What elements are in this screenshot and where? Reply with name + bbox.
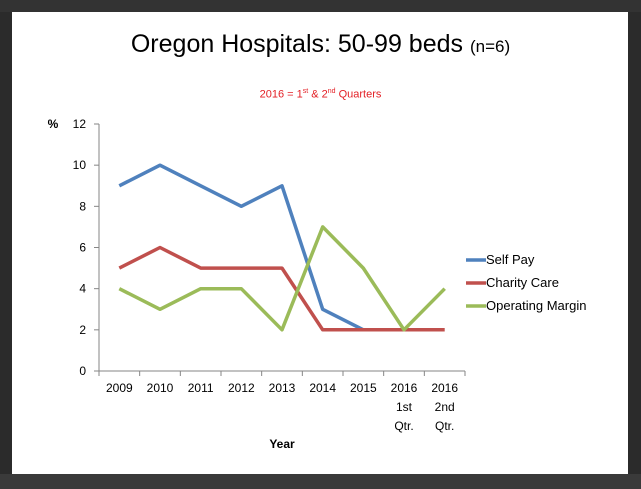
chart-subtitle: 2016 = 1st & 2nd Quarters bbox=[0, 88, 641, 101]
series-line-self-pay bbox=[118, 163, 404, 332]
y-tick-label: 10 bbox=[73, 158, 87, 172]
chart-title-n: (n=6) bbox=[469, 37, 511, 56]
subtitle-mid: & 2 bbox=[308, 88, 328, 101]
series-line-charity-care bbox=[118, 245, 445, 332]
subtitle-suffix: Quarters bbox=[335, 88, 382, 101]
y-axis-label: % bbox=[48, 117, 59, 131]
x-tick-label: 2013 bbox=[269, 381, 296, 395]
window-frame-bottom bbox=[0, 474, 641, 489]
slide bbox=[12, 12, 628, 474]
y-tick-label: 2 bbox=[79, 323, 86, 337]
x-tick-label: 2016 bbox=[391, 381, 418, 395]
y-tick-label: 0 bbox=[79, 364, 86, 378]
legend-label-operating-margin: Operating Margin bbox=[486, 298, 586, 313]
y-tick-label: 8 bbox=[79, 199, 86, 213]
x-axis-label: Year bbox=[269, 437, 295, 451]
legend-label-self-pay: Self Pay bbox=[486, 252, 535, 267]
legend-label-charity-care: Charity Care bbox=[486, 275, 559, 290]
x-tick-label: 1st bbox=[396, 400, 413, 414]
y-tick-label: 6 bbox=[79, 241, 86, 255]
subtitle-sup-1: st bbox=[302, 88, 309, 95]
x-tick-label: 2012 bbox=[228, 381, 255, 395]
series-line-operating-margin bbox=[118, 225, 446, 332]
subtitle-sup-2: nd bbox=[327, 88, 336, 95]
x-tick-label: 2016 bbox=[431, 381, 458, 395]
x-tick-label: 2010 bbox=[147, 381, 174, 395]
chart-title-main: Oregon Hospitals: 50-99 beds bbox=[130, 30, 464, 58]
x-tick-label: 2015 bbox=[350, 381, 377, 395]
y-tick-label: 4 bbox=[79, 282, 86, 296]
y-tick-label: 12 bbox=[73, 117, 87, 131]
x-tick-label: 2009 bbox=[106, 381, 133, 395]
x-tick-label: Qtr. bbox=[394, 419, 413, 433]
window-frame-top bbox=[0, 0, 641, 12]
x-tick-label: 2011 bbox=[188, 381, 214, 395]
x-tick-label: 2014 bbox=[309, 381, 336, 395]
chart-title: Oregon Hospitals: 50-99 beds (n=6) bbox=[0, 30, 641, 59]
x-tick-label: 2nd bbox=[435, 400, 455, 414]
subtitle-prefix: 2016 = 1 bbox=[259, 88, 303, 101]
x-tick-label: Qtr. bbox=[435, 419, 454, 433]
